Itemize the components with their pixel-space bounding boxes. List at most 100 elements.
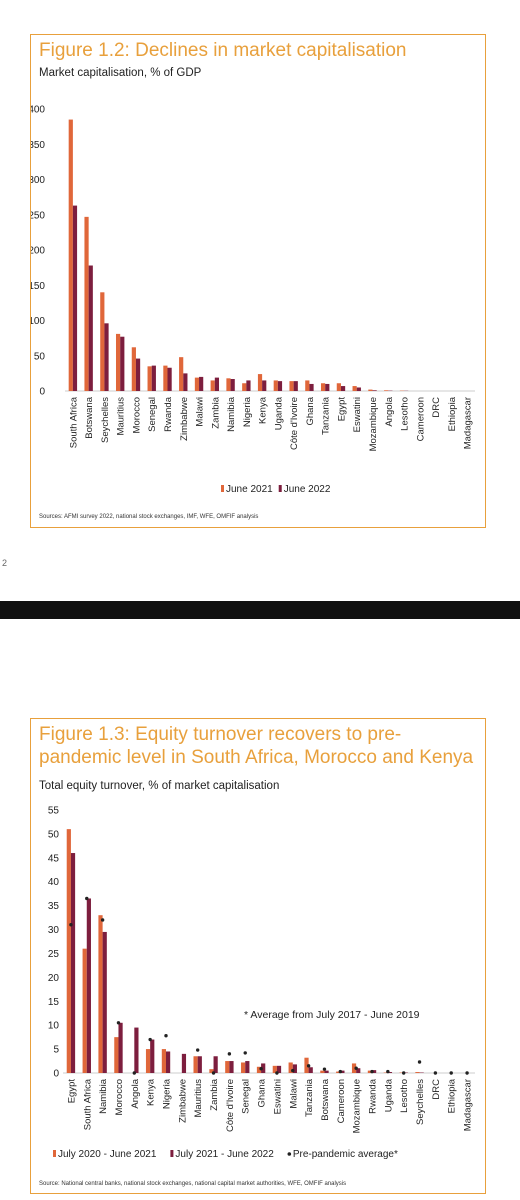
pre-pandemic-dot [275, 1071, 279, 1075]
bar-series-2 [293, 381, 298, 391]
y-tick-label: 350 [31, 140, 45, 151]
x-category-label: Eswatini [352, 397, 363, 432]
legend-label: June 2021 [226, 484, 273, 495]
y-tick-label: 55 [48, 806, 60, 817]
y-tick-label: 40 [48, 877, 60, 888]
bar-series-1 [304, 1057, 309, 1073]
x-category-label: Seychelles [100, 397, 111, 443]
legend-swatch [53, 1150, 56, 1157]
x-category-label: Madagascar [463, 397, 474, 449]
x-category-label: DRC [431, 1079, 442, 1100]
x-category-label: Mauritius [116, 397, 127, 436]
bar-series-1 [115, 333, 121, 391]
bar-series-1 [320, 1070, 325, 1073]
pre-pandemic-dot [386, 1069, 390, 1074]
y-tick-label: 35 [48, 901, 60, 912]
bar-series-2 [197, 1056, 202, 1073]
bar-series-1 [226, 378, 231, 391]
x-category-label: Namibia [226, 396, 237, 432]
bar-series-1 [336, 383, 341, 391]
x-category-label: Namibia [98, 1078, 109, 1114]
bar-series-2 [150, 1039, 155, 1073]
bar-series-1 [114, 1037, 119, 1073]
bar-series-2 [309, 383, 314, 391]
chart-subtitle: Total equity turnover, % of market capit… [39, 780, 280, 792]
y-tick-label: 45 [48, 853, 60, 864]
chart-source: Sources: AFMI survey 2022, national stoc… [39, 514, 259, 520]
bar-series-1 [194, 377, 200, 391]
y-tick-label: 0 [39, 387, 45, 398]
legend-swatch [170, 1150, 174, 1157]
bar-series-2 [229, 1061, 234, 1073]
x-category-label: Seychelles [415, 1079, 426, 1125]
bar-series-1 [193, 1056, 198, 1073]
x-category-label: Kenya [258, 396, 269, 424]
legend-label: July 2020 - June 2021 [58, 1149, 157, 1160]
x-category-label: Ghana [305, 396, 316, 425]
pre-pandemic-dot [449, 1071, 453, 1075]
x-category-label: Ethiopia [447, 396, 458, 431]
pre-pandemic-dot [322, 1067, 327, 1071]
x-category-label: Angola [384, 396, 395, 426]
bar-series-2 [88, 265, 93, 391]
x-category-label: Zimbabwe [179, 397, 190, 441]
bar-series-2 [325, 383, 330, 391]
x-category-label: Senegal [241, 1079, 252, 1114]
y-tick-label: 0 [53, 1069, 59, 1080]
x-category-label: Nigeria [242, 396, 253, 427]
y-tick-label: 10 [48, 1021, 60, 1032]
x-category-label: Kenya [146, 1078, 157, 1106]
bar-series-1 [384, 390, 389, 391]
bar-series-1 [163, 365, 168, 391]
chart-subtitle: Market capitalisation, % of GDP [39, 67, 202, 79]
pre-pandemic-dot [370, 1069, 374, 1074]
x-category-label: Morocco [131, 397, 142, 433]
bar-series-1 [368, 389, 373, 391]
legend-label: Pre-pandemic average* [293, 1149, 398, 1160]
bar-series-2 [324, 1070, 329, 1073]
x-category-label: Ghana [257, 1078, 268, 1107]
bar-series-2 [214, 377, 220, 391]
x-category-label: Uganda [383, 1078, 394, 1112]
x-category-label: Zimbabwe [177, 1079, 188, 1123]
x-category-label: Tanzania [304, 1078, 315, 1117]
bar-series-2 [135, 358, 141, 391]
pre-pandemic-dot [69, 923, 73, 927]
pre-pandemic-dot [465, 1071, 469, 1075]
bar-series-2 [102, 931, 107, 1073]
x-category-label: Mauritius [193, 1079, 204, 1118]
y-tick-label: 100 [31, 316, 45, 327]
bar-series-2 [183, 373, 188, 392]
x-category-label: Mozambique [368, 397, 379, 451]
bar-series-1 [273, 380, 278, 391]
y-tick-label: 50 [48, 829, 60, 840]
x-category-label: South Africa [68, 396, 79, 448]
y-tick-label: 400 [31, 105, 45, 116]
figure-1-2-panel: Figure 1.2: Declines in market capitalis… [30, 34, 486, 528]
pre-pandemic-dot [433, 1071, 438, 1075]
bar-series-1 [352, 386, 357, 391]
pre-pandemic-dot [211, 1071, 216, 1075]
y-tick-label: 25 [48, 949, 60, 960]
bar-series-1 [131, 347, 136, 391]
pre-pandemic-dot [291, 1068, 295, 1073]
pre-pandemic-dot [417, 1060, 422, 1064]
bar-series-2 [277, 381, 283, 391]
chart-title: Figure 1.2: Declines in market capitalis… [39, 40, 407, 61]
x-category-label: Ethiopia [447, 1078, 458, 1113]
x-category-label: Eswatini [272, 1079, 283, 1114]
x-category-label: Uganda [273, 396, 284, 430]
bar-series-1 [288, 1062, 293, 1073]
pre-pandemic-dot [227, 1052, 232, 1056]
x-category-label: South Africa [82, 1078, 93, 1130]
bar-series-2 [213, 1056, 218, 1073]
market-cap-chart: 0 50 100 150 200 250 300 350 400 South Africa Bots… [31, 105, 475, 495]
pre-pandemic-dot [354, 1066, 358, 1070]
x-category-label: Angola [130, 1078, 141, 1108]
x-category-label: Rwanda [163, 396, 174, 432]
x-category-label: Lesotho [399, 1079, 410, 1113]
bar-series-2 [70, 853, 76, 1073]
legend-swatch [287, 1152, 292, 1156]
bar-series-1 [84, 216, 89, 391]
bar-series-1 [179, 357, 184, 391]
